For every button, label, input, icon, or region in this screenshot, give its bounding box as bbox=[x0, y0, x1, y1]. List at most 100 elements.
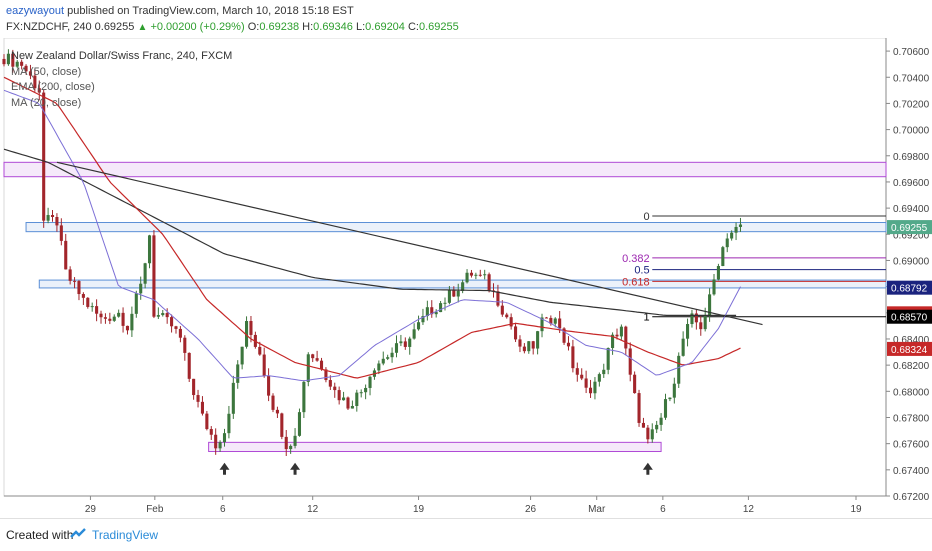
candle-body bbox=[342, 397, 346, 401]
candle-body bbox=[500, 305, 504, 315]
price-badge-label: 0.69255 bbox=[891, 223, 928, 234]
candle-body bbox=[690, 313, 694, 325]
legend-ma50[interactable]: MA (50, close) bbox=[11, 65, 82, 78]
up-arrow-icon bbox=[642, 462, 653, 475]
y-tick-label: 0.69000 bbox=[893, 256, 930, 267]
candle-body bbox=[42, 92, 46, 221]
candle-body bbox=[59, 225, 63, 241]
candle-body bbox=[394, 343, 399, 353]
candle-body bbox=[134, 293, 138, 314]
candle-body bbox=[271, 395, 275, 410]
candle-body bbox=[522, 346, 526, 352]
symbol-label: FX:NZDCHF, 240 bbox=[6, 21, 92, 33]
price-badge-label: 0.68792 bbox=[891, 284, 928, 295]
candle-body bbox=[416, 322, 421, 330]
candle-body bbox=[408, 338, 412, 347]
candle-body bbox=[439, 303, 443, 313]
price-badge bbox=[887, 309, 932, 324]
candle-body bbox=[672, 383, 676, 398]
price-change: +0.00200 (+0.29%) bbox=[150, 21, 245, 33]
candle-body bbox=[668, 397, 672, 400]
candle-body bbox=[738, 224, 743, 227]
candle-body bbox=[200, 401, 204, 414]
x-tick-label: 29 bbox=[85, 504, 97, 515]
candle-body bbox=[544, 317, 548, 319]
y-tick-label: 0.68200 bbox=[893, 361, 930, 372]
y-tick-label: 0.67600 bbox=[893, 440, 930, 451]
candle-body bbox=[483, 274, 487, 276]
candle-body bbox=[575, 368, 579, 375]
candle-body bbox=[130, 313, 134, 331]
candle-body bbox=[112, 316, 116, 321]
up-arrow-icon bbox=[290, 462, 301, 475]
candle-body bbox=[50, 215, 55, 217]
candle-body bbox=[249, 321, 253, 335]
last-price: 0.69255 bbox=[94, 21, 135, 33]
candle-body bbox=[46, 215, 50, 221]
close-value: 0.69255 bbox=[418, 21, 459, 33]
candle-body bbox=[558, 318, 562, 329]
fib-level-label: 0 bbox=[643, 211, 649, 223]
low-label: L: bbox=[355, 21, 366, 33]
author-link[interactable]: eazywayout bbox=[6, 5, 65, 17]
candle-body bbox=[505, 314, 509, 318]
candle-body bbox=[297, 412, 302, 436]
high-value: 0.69346 bbox=[313, 21, 353, 33]
candle-body bbox=[597, 374, 601, 382]
chart-area[interactable]: 0.70600 0.70400 0.70200 0.70000 0.69800 0.696… bbox=[0, 38, 932, 518]
candle-body bbox=[712, 279, 716, 295]
candle-body bbox=[628, 348, 632, 375]
candle-body bbox=[174, 326, 178, 329]
candle-body bbox=[540, 317, 544, 332]
price-chart[interactable]: 0.70600 0.70400 0.70200 0.70000 0.69800 0.696… bbox=[0, 38, 932, 518]
candle-body bbox=[95, 306, 99, 314]
candle-body bbox=[125, 325, 130, 331]
candle-body bbox=[584, 378, 588, 388]
candle-body bbox=[593, 381, 597, 394]
created-with-label: Created with bbox=[6, 528, 74, 542]
candle-body bbox=[434, 312, 438, 315]
candle-body bbox=[152, 235, 156, 317]
candle-body bbox=[721, 247, 725, 266]
candle-body bbox=[178, 328, 182, 338]
tradingview-brand[interactable]: TradingView bbox=[92, 528, 159, 542]
candle-body bbox=[355, 392, 359, 407]
fib-level-label: 0.618 bbox=[622, 276, 650, 288]
candle-body bbox=[90, 306, 94, 308]
candle-body bbox=[686, 324, 690, 339]
trendline bbox=[56, 161, 763, 326]
candle-body bbox=[280, 413, 284, 437]
zone-purple-bottom bbox=[208, 441, 662, 453]
candle-body bbox=[571, 346, 575, 369]
candle-body bbox=[227, 413, 231, 434]
candle-body bbox=[165, 313, 169, 318]
x-tick-label: Mar bbox=[588, 504, 606, 515]
y-tick-label: 0.67400 bbox=[893, 466, 930, 477]
up-triangle-icon: ▲ bbox=[137, 22, 148, 33]
candle-body bbox=[430, 307, 434, 315]
candle-body bbox=[474, 274, 478, 276]
y-tick-label: 0.70600 bbox=[893, 47, 930, 58]
candle-body bbox=[412, 329, 416, 339]
candle-body bbox=[315, 358, 319, 361]
candle-body bbox=[681, 338, 685, 356]
candle-body bbox=[425, 307, 429, 317]
candle-body bbox=[421, 316, 425, 323]
candle-body bbox=[562, 328, 566, 343]
candle-body bbox=[170, 317, 174, 327]
candle-body bbox=[699, 322, 703, 330]
candle-body bbox=[33, 75, 37, 89]
candle-body bbox=[324, 369, 328, 381]
candle-body bbox=[275, 409, 279, 414]
legend-ema200[interactable]: EMA (200, close) bbox=[11, 81, 95, 93]
candle-body bbox=[452, 289, 456, 297]
candle-body bbox=[602, 369, 606, 375]
y-tick-label: 0.67800 bbox=[893, 413, 930, 424]
legend-ma20[interactable]: MA (20, close) bbox=[11, 96, 82, 109]
tradingview-logo-icon bbox=[70, 528, 86, 538]
candle-body bbox=[289, 445, 293, 450]
candle-body bbox=[267, 375, 271, 396]
candle-body bbox=[637, 393, 641, 423]
y-tick-label: 0.67200 bbox=[893, 492, 930, 503]
candle-body bbox=[461, 282, 465, 292]
